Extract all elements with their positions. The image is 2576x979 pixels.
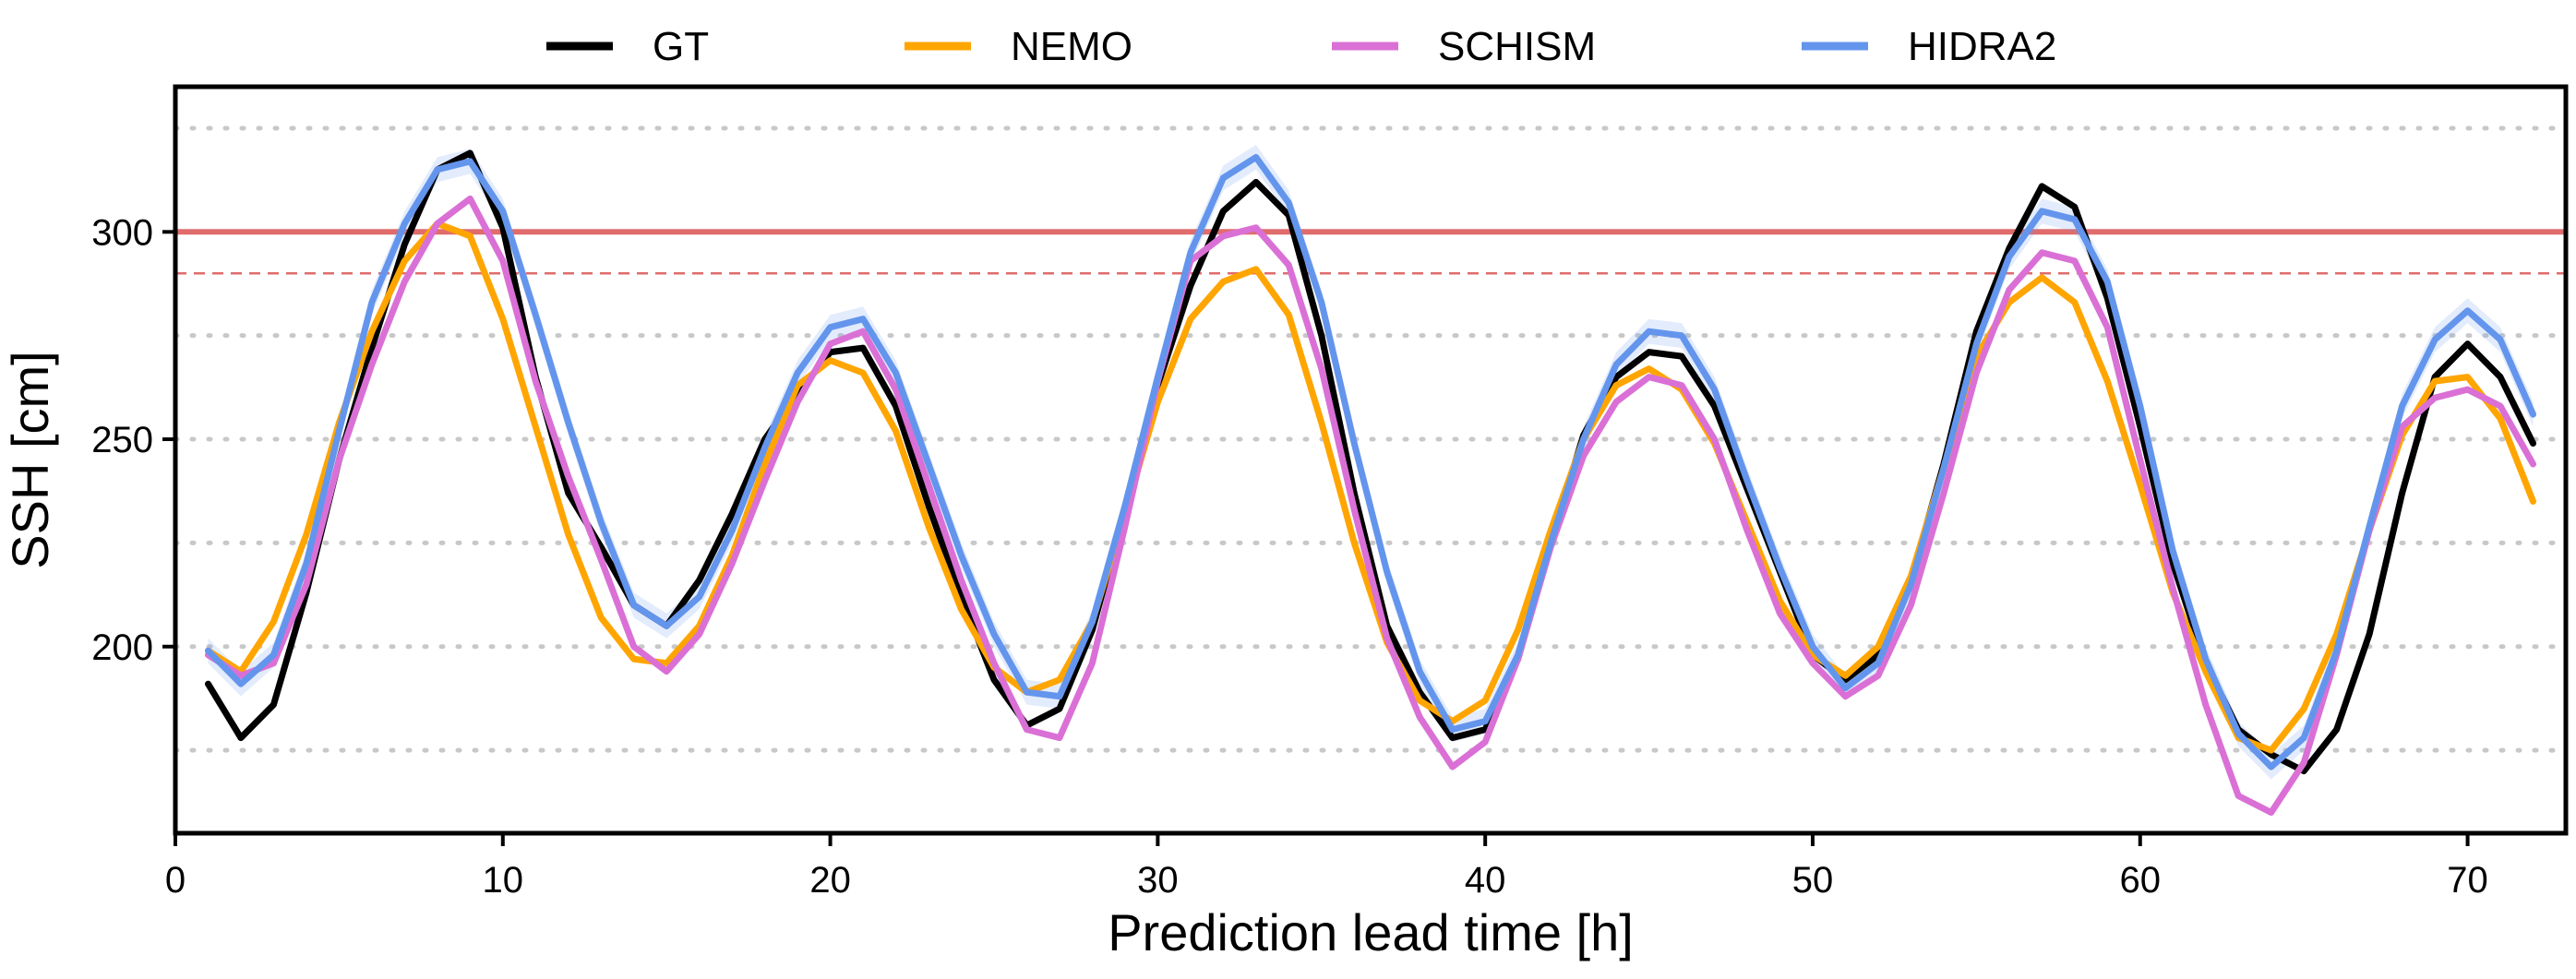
y-axis: 200 250 300 — [91, 212, 175, 668]
legend-label-nemo: NEMO — [1011, 24, 1132, 69]
legend-label-schism: SCHISM — [1438, 24, 1596, 69]
x-tick-label: 0 — [165, 860, 186, 901]
x-tick-label: 10 — [483, 860, 524, 901]
x-axis-title: Prediction lead time [h] — [1108, 903, 1634, 961]
series-line-nemo — [204, 220, 2537, 754]
legend-label-gt: GT — [653, 24, 709, 69]
legend: GT NEMO SCHISM HIDRA2 — [546, 24, 2056, 69]
x-tick-label: 30 — [1137, 860, 1179, 901]
x-tick-label: 70 — [2447, 860, 2488, 901]
series-line-gt — [204, 149, 2537, 775]
series-line-schism — [204, 195, 2537, 817]
plot-frame — [173, 84, 2569, 836]
x-tick-label: 40 — [1465, 860, 1506, 901]
reference-lines — [175, 229, 2566, 275]
x-tick-label: 20 — [809, 860, 851, 901]
series-lines — [204, 149, 2537, 817]
y-tick-label: 300 — [91, 212, 153, 253]
x-axis: 0 10 20 30 40 50 60 70 — [165, 833, 2488, 901]
y-tick-label: 250 — [91, 420, 153, 460]
y-tick-label: 200 — [91, 627, 153, 668]
legend-label-hidra2: HIDRA2 — [1908, 24, 2056, 69]
x-tick-label: 50 — [1792, 860, 1834, 901]
series-line-hidra2 — [204, 153, 2537, 770]
x-tick-label: 60 — [2120, 860, 2162, 901]
y-axis-title: SSH [cm] — [1, 351, 59, 568]
